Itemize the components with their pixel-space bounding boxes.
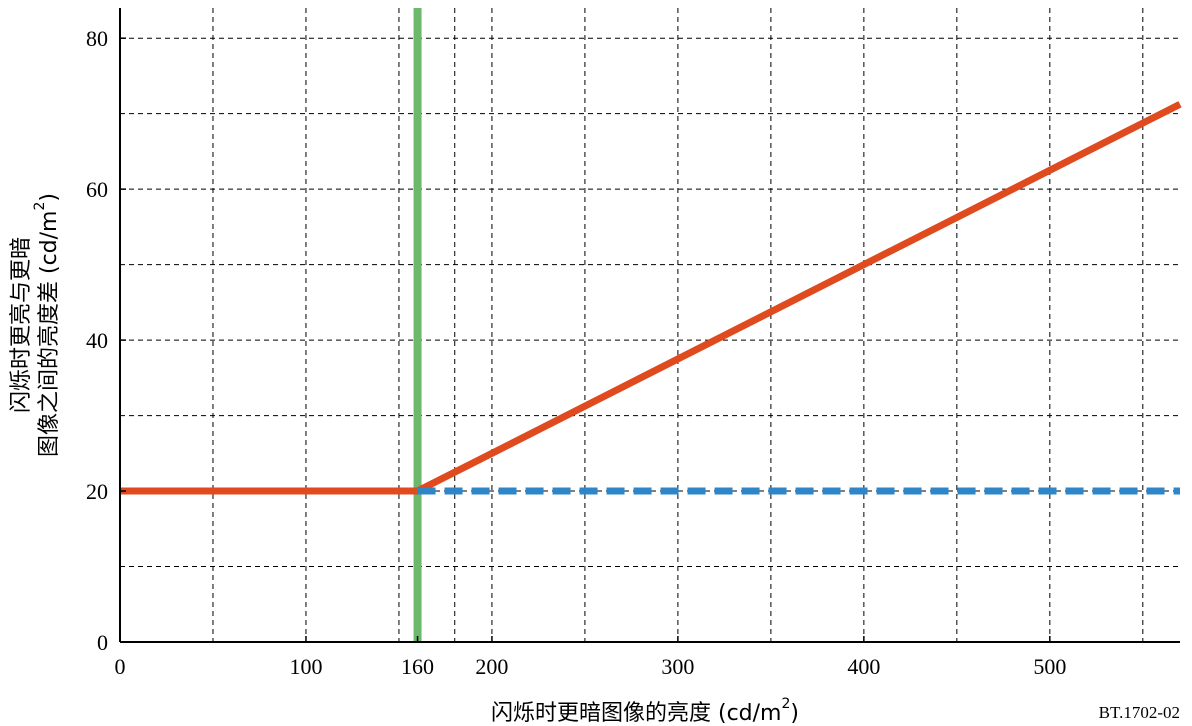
axes xyxy=(119,8,1180,643)
y-axis-title-line1: 闪烁时更亮与更暗 xyxy=(9,237,34,413)
x-tick-label: 500 xyxy=(1033,654,1066,679)
y-tick-label: 40 xyxy=(86,328,108,353)
x-tick-label: 200 xyxy=(475,654,508,679)
y-tick-label: 0 xyxy=(97,630,108,655)
x-axis-title: 闪烁时更暗图像的亮度 (cd/m2) xyxy=(491,696,799,726)
tick-labels: 0 100 160 200 300 400 500 0 20 40 60 80 xyxy=(86,26,1066,679)
series-layer xyxy=(120,8,1182,642)
y-tick-label: 20 xyxy=(86,479,108,504)
x-tick-label: 0 xyxy=(115,654,126,679)
figure-id: BT.1702-02 xyxy=(1099,703,1180,722)
series-line-1 xyxy=(120,101,1182,495)
y-tick-label: 60 xyxy=(86,177,108,202)
y-axis-title-line2: 图像之间的亮度差 (cd/m2) xyxy=(32,193,62,457)
y-tick-label: 80 xyxy=(86,26,108,51)
x-tick-label: 160 xyxy=(401,654,434,679)
x-tick-label: 100 xyxy=(289,654,322,679)
grid xyxy=(120,8,1180,642)
x-tick-label: 400 xyxy=(847,654,880,679)
x-tick-label: 300 xyxy=(661,654,694,679)
